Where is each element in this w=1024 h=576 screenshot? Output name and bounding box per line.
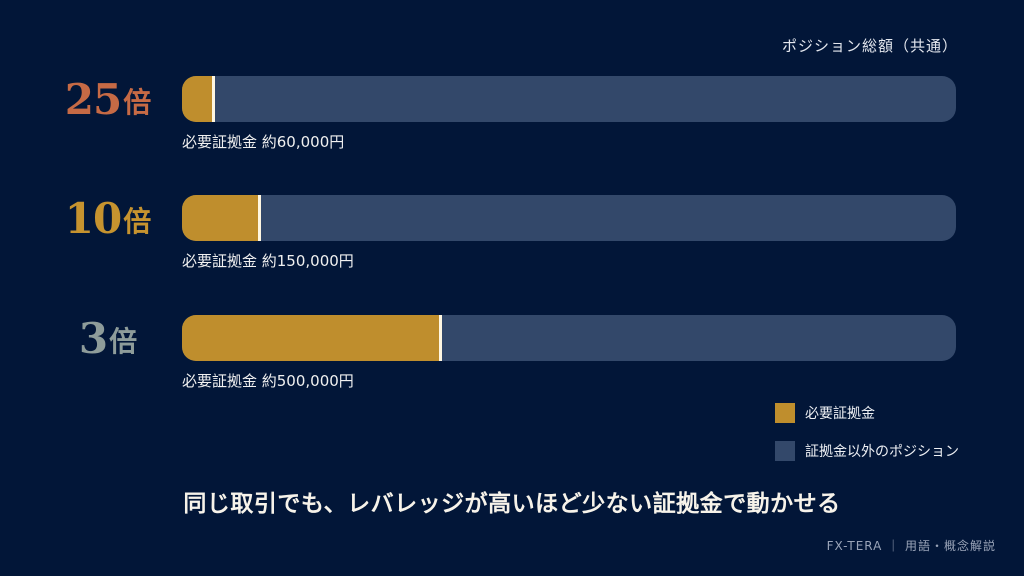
position-total-label: ポジション総額（共通） — [781, 37, 958, 55]
margin-amount-10x: 必要証拠金 約150,000円 — [182, 252, 354, 270]
legend-swatch-margin — [775, 403, 795, 423]
leverage-label-10x: 10 倍 — [58, 193, 158, 243]
leverage-number: 3 — [78, 313, 108, 363]
leverage-suffix: 倍 — [123, 86, 152, 119]
bar-divider-3x — [439, 315, 442, 361]
leverage-number: 10 — [64, 193, 122, 243]
bar-divider-10x — [258, 195, 261, 241]
bar-track-10x — [182, 195, 956, 241]
legend-item-margin: 必要証拠金 — [775, 394, 975, 432]
chart-legend: 必要証拠金 証拠金以外のポジション — [775, 394, 975, 470]
margin-amount-3x: 必要証拠金 約500,000円 — [182, 372, 354, 390]
margin-bar-25x — [182, 76, 213, 122]
leverage-label-25x: 25 倍 — [58, 74, 158, 124]
legend-label-margin: 必要証拠金 — [805, 406, 875, 422]
margin-bar-10x — [182, 195, 259, 241]
margin-amount-25x: 必要証拠金 約60,000円 — [182, 133, 345, 151]
leverage-row-10x: 10 倍 必要証拠金 約150,000円 — [0, 193, 1024, 310]
legend-swatch-non-margin — [775, 441, 795, 461]
legend-item-non-margin: 証拠金以外のポジション — [775, 432, 975, 470]
leverage-suffix: 倍 — [109, 325, 138, 358]
bar-divider-25x — [212, 76, 215, 122]
footer-brand: FX-TERA ｜ 用語・概念解説 — [826, 539, 996, 553]
chart-caption: 同じ取引でも、レバレッジが高いほど少ない証拠金で動かせる — [183, 491, 841, 517]
margin-bar-3x — [182, 315, 440, 361]
leverage-number: 25 — [64, 74, 122, 124]
bar-track-3x — [182, 315, 956, 361]
leverage-suffix: 倍 — [123, 205, 152, 238]
legend-label-non-margin: 証拠金以外のポジション — [805, 444, 959, 460]
leverage-row-25x: 25 倍 必要証拠金 約60,000円 — [0, 74, 1024, 191]
bar-track-25x — [182, 76, 956, 122]
